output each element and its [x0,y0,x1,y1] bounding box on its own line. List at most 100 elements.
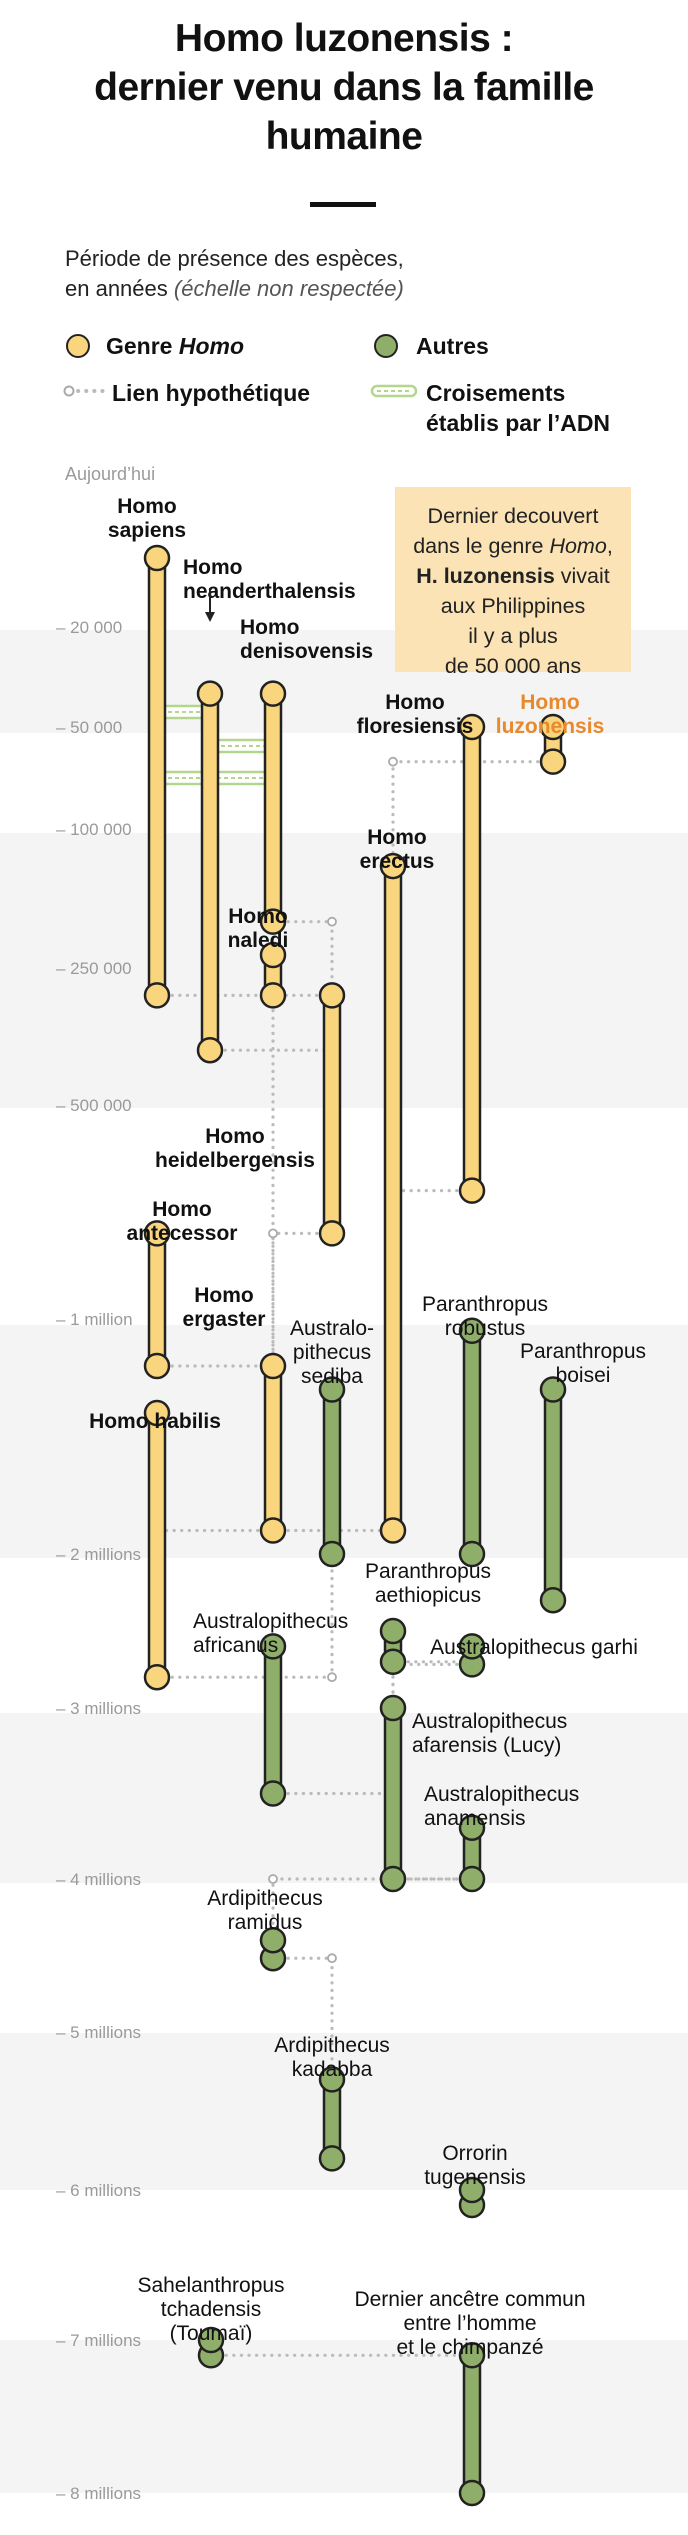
callout-line-3: H. luzonensis vivait [403,561,623,591]
species-start-circle [143,544,171,572]
species-bar-body [200,692,220,1052]
species-bar-ancestor [458,2342,486,2507]
species-start-circle [318,982,346,1009]
species-end-circle [143,1352,171,1380]
species-label-erectus: Homo erectus [360,826,435,873]
species-bar-kadabba [318,2066,346,2172]
species-label-ancestor: Dernier ancêtre commun entre l’homme et le… [354,2288,585,2359]
species-label-kadabba: Ardipithecus kadabba [274,2034,390,2081]
species-end-circle [143,982,171,1009]
species-start-circle [197,2326,225,2354]
species-bar-body [322,994,342,1235]
title-divider [310,202,376,207]
species-start-circle [143,1220,171,1247]
species-start-circle [458,1317,486,1344]
species-label-luzonensis: Homo luzonensis [496,691,605,738]
period-band [0,1325,688,1558]
axis-tick-label: – 8 millions [56,2484,141,2503]
species-start-circle [196,680,224,707]
species-bar-body [462,2354,482,2495]
species-bar-robustus [458,1317,486,1568]
legend-hypothetical-swatch [63,385,110,397]
species-start-circle [458,2176,486,2204]
species-start-circle [458,1633,486,1660]
species-bar-body [147,1232,167,1368]
callout-line-2: dans le genre Homo, [403,531,623,561]
period-band [0,833,688,1108]
species-label-robustus: Paranthropus robustus [422,1293,548,1340]
axis-tick-label: – 50 000 [56,718,122,737]
species-label-denisovensis: Homo denisovensis [240,616,373,663]
legend-homo: Genre Homo [106,331,244,361]
species-label-heidelbergensis: Homo heidelbergensis [155,1125,315,1172]
species-label-habilis: Homo habilis [89,1410,221,1433]
species-bar-neanderthalensis [196,680,224,1064]
species-bar-africanus [259,1633,287,1807]
title-line-3: humaine [265,115,423,158]
species-start-circle [259,1926,287,1954]
species-label-garhi: Australopithecus garhi [430,1636,638,1659]
species-bar-body [263,1645,283,1795]
legend-homo-swatch [66,334,90,358]
species-end-circle [259,982,287,1009]
species-start-circle [318,1376,346,1403]
axis-tick-label: – 2 millions [56,1545,141,1564]
legend-crossing-line-2: établis par l’ADN [426,410,611,436]
species-label-floresiensis: Homo floresiensis [357,691,474,738]
species-bar-ergaster [259,1352,287,1544]
species-bar-antecessor [143,1220,171,1380]
page-title: Homo luzonensis : dernier venu dans la f… [0,14,688,161]
axis-tick-label: – 20 000 [56,618,122,637]
subtitle-scale-note: (échelle non respectée) [173,276,404,301]
species-end-circle [259,1780,287,1807]
species-bar-heidelbergensis [318,982,346,1247]
species-bar-body [383,864,403,1532]
subtitle-line-1: Période de présence des espèces, [65,246,404,271]
species-bar-sediba [318,1376,346,1568]
species-bar-floresiensis [458,713,486,1204]
callout-line-5: il y a plus [468,624,558,648]
species-end-circle [259,1517,287,1544]
species-label-anamensis: Australopithecus anamensis [424,1783,579,1830]
subtitle: Période de présence des espèces, en anné… [65,244,404,304]
species-bar-anamensis [458,1814,486,1893]
legend-homo-prefix: Genre [106,333,179,359]
callout-verb: vivait [554,564,610,588]
species-bar-tugenensis [458,2176,486,2219]
species-bar-body [543,1388,563,1602]
legend-crossing-swatch [370,384,418,398]
legend-crossing-line-1: Croisements [426,380,566,406]
species-bar-body [263,692,283,923]
pointer-arrowhead [205,612,215,622]
species-end-circle [143,1663,171,1691]
species-end-circle [458,2479,486,2507]
axis-tick-label: – 4 millions [56,1870,141,1889]
species-end-circle [379,1865,407,1893]
species-label-ergaster: Homo ergaster [183,1284,266,1331]
species-label-naledi: Homo naledi [228,905,289,952]
axis-tick-label: – 6 millions [56,2181,141,2200]
axis-top-label: Aujourd’hui [65,464,155,484]
species-label-tchadensis: Sahelanthropus tchadensis (Toumaï) [137,2274,284,2345]
species-label-neanderthalensis: Homo neanderthalensis [183,556,356,603]
axis-tick-label: – 100 000 [56,820,132,839]
title-line-2: dernier venu dans la famille [94,66,594,109]
period-band [0,1713,688,1883]
species-bar-body [322,1388,342,1556]
species-end-circle [318,1220,346,1247]
species-start-circle [458,2342,486,2369]
axis-tick-label: – 250 000 [56,959,132,978]
axis-tick-label: – 3 millions [56,1699,141,1718]
callout-luzonensis: Dernier decouvert dans le genre Homo, H.… [395,487,631,678]
species-start-circle [259,1352,287,1380]
species-label-ramidus: Ardipithecus ramidus [207,1887,323,1934]
species-end-circle [318,2145,346,2172]
legend-homo-italic: Homo [178,333,245,359]
species-bar-afarensis [379,1694,407,1893]
species-start-circle [259,941,287,969]
species-bar-garhi [458,1633,486,1678]
species-start-circle [318,2066,346,2093]
period-band [0,2340,688,2493]
callout-line-4: aux Philippines [440,594,586,618]
species-end-circle [379,1517,407,1544]
